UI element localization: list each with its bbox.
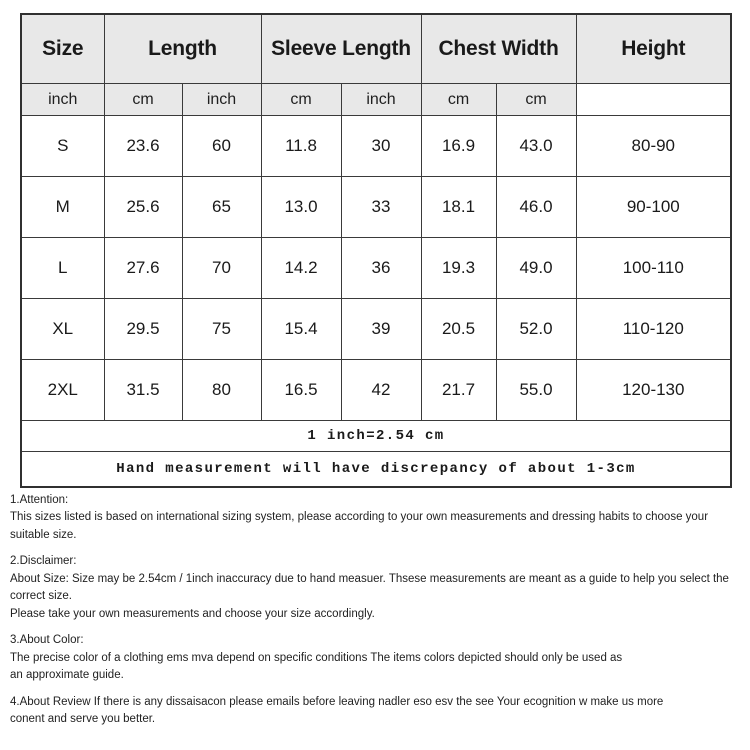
table-footer-discrepancy-row: Hand measurement will have discrepancy o… bbox=[20, 451, 732, 488]
cell-chest-cm: 52.0 bbox=[495, 298, 577, 360]
cell-sleeve-inch: 16.5 bbox=[260, 359, 342, 421]
cell-sleeve-inch: 13.0 bbox=[260, 176, 342, 238]
cell-sleeve-cm: 30 bbox=[340, 115, 422, 177]
table-row: M 25.6 65 13.0 33 18.1 46.0 90-100 bbox=[20, 176, 732, 238]
table-row: S 23.6 60 11.8 30 16.9 43.0 80-90 bbox=[20, 115, 732, 177]
size-chart-container: Size Length Sleeve Length Chest Width He… bbox=[20, 13, 733, 488]
cell-length-inch: 31.5 bbox=[103, 359, 183, 421]
cell-chest-inch: 20.5 bbox=[420, 298, 497, 360]
cell-chest-cm: 49.0 bbox=[495, 237, 577, 299]
cell-chest-inch: 21.7 bbox=[420, 359, 497, 421]
note-color-line-2: an approximate guide. bbox=[10, 669, 124, 682]
cell-sleeve-cm: 36 bbox=[340, 237, 422, 299]
header-chest-width: Chest Width bbox=[420, 13, 577, 84]
note-color-title: 3.About Color: bbox=[10, 634, 84, 647]
unit-chest-cm: cm bbox=[420, 83, 497, 116]
cell-length-cm: 75 bbox=[181, 298, 262, 360]
note-attention-line-1: This sizes listed is based on internatio… bbox=[10, 511, 709, 541]
cell-height-cm: 80-90 bbox=[575, 115, 732, 177]
header-sleeve-length: Sleeve Length bbox=[260, 13, 422, 84]
cell-height-cm: 120-130 bbox=[575, 359, 732, 421]
unit-length-cm: cm bbox=[103, 83, 183, 116]
unit-length-inch: inch bbox=[20, 83, 105, 116]
cell-chest-cm: 55.0 bbox=[495, 359, 577, 421]
note-review-line-1: 4.About Review If there is any dissaisac… bbox=[10, 695, 664, 708]
cell-height-cm: 110-120 bbox=[575, 298, 732, 360]
cell-sleeve-cm: 42 bbox=[340, 359, 422, 421]
header-size: Size bbox=[20, 13, 105, 84]
unit-height-cm: cm bbox=[495, 83, 577, 116]
cell-size: M bbox=[20, 176, 105, 238]
note-color-line-1: The precise color of a clothing ems mva … bbox=[10, 651, 623, 664]
cell-chest-inch: 19.3 bbox=[420, 237, 497, 299]
cell-sleeve-cm: 39 bbox=[340, 298, 422, 360]
footer-discrepancy-text: Hand measurement will have discrepancy o… bbox=[20, 451, 732, 488]
cell-length-cm: 65 bbox=[181, 176, 262, 238]
unit-sleeve-cm: cm bbox=[260, 83, 342, 116]
cell-length-inch: 23.6 bbox=[103, 115, 183, 177]
cell-chest-inch: 16.9 bbox=[420, 115, 497, 177]
table-row: 2XL 31.5 80 16.5 42 21.7 55.0 120-130 bbox=[20, 359, 732, 421]
note-attention-title: 1.Attention: bbox=[10, 494, 69, 506]
unit-chest-inch: inch bbox=[340, 83, 422, 116]
cell-sleeve-inch: 11.8 bbox=[260, 115, 342, 177]
table-unit-row: inch cm inch cm inch cm cm bbox=[20, 83, 731, 116]
header-height: Height bbox=[575, 13, 732, 84]
cell-size: 2XL bbox=[20, 359, 105, 421]
cell-height-cm: 100-110 bbox=[575, 237, 732, 299]
table-footer-conversion-row: 1 inch=2.54 cm bbox=[20, 420, 732, 452]
cell-length-inch: 27.6 bbox=[103, 237, 183, 299]
note-review: 4.About Review If there is any dissaisac… bbox=[10, 694, 742, 729]
cell-size: S bbox=[20, 115, 105, 177]
footer-conversion-text: 1 inch=2.54 cm bbox=[20, 420, 732, 452]
cell-length-cm: 70 bbox=[181, 237, 262, 299]
note-color: 3.About Color: The precise color of a cl… bbox=[10, 632, 742, 684]
header-length: Length bbox=[103, 13, 262, 84]
cell-size: L bbox=[20, 237, 105, 299]
cell-size: XL bbox=[20, 298, 105, 360]
note-disclaimer: 2.Disclaimer: About Size: Size may be 2.… bbox=[10, 553, 742, 623]
cell-chest-inch: 18.1 bbox=[420, 176, 497, 238]
cell-height-cm: 90-100 bbox=[575, 176, 732, 238]
note-review-line-2: conent and serve you better. bbox=[10, 713, 156, 726]
cell-sleeve-inch: 15.4 bbox=[260, 298, 342, 360]
unit-sleeve-inch: inch bbox=[181, 83, 262, 116]
size-chart-table: Size Length Sleeve Length Chest Width He… bbox=[20, 13, 733, 488]
cell-sleeve-cm: 33 bbox=[340, 176, 422, 238]
table-row: L 27.6 70 14.2 36 19.3 49.0 100-110 bbox=[20, 237, 732, 299]
cell-length-inch: 29.5 bbox=[103, 298, 183, 360]
table-row: XL 29.5 75 15.4 39 20.5 52.0 110-120 bbox=[20, 298, 732, 360]
note-disclaimer-line-1: About Size: Size may be 2.54cm / 1inch i… bbox=[10, 572, 729, 603]
cell-sleeve-inch: 14.2 bbox=[260, 237, 342, 299]
table-header-row: Size Length Sleeve Length Chest Width He… bbox=[20, 13, 732, 84]
note-disclaimer-line-2: Please take your own measurements and ch… bbox=[10, 607, 375, 620]
cell-length-cm: 80 bbox=[181, 359, 262, 421]
note-attention: 1.Attention: This sizes listed is based … bbox=[10, 492, 742, 544]
cell-chest-cm: 46.0 bbox=[495, 176, 577, 238]
cell-length-inch: 25.6 bbox=[103, 176, 183, 238]
note-disclaimer-title: 2.Disclaimer: bbox=[10, 555, 77, 568]
cell-chest-cm: 43.0 bbox=[495, 115, 577, 177]
cell-length-cm: 60 bbox=[181, 115, 262, 177]
notes-section: 1.Attention: This sizes listed is based … bbox=[10, 492, 742, 729]
